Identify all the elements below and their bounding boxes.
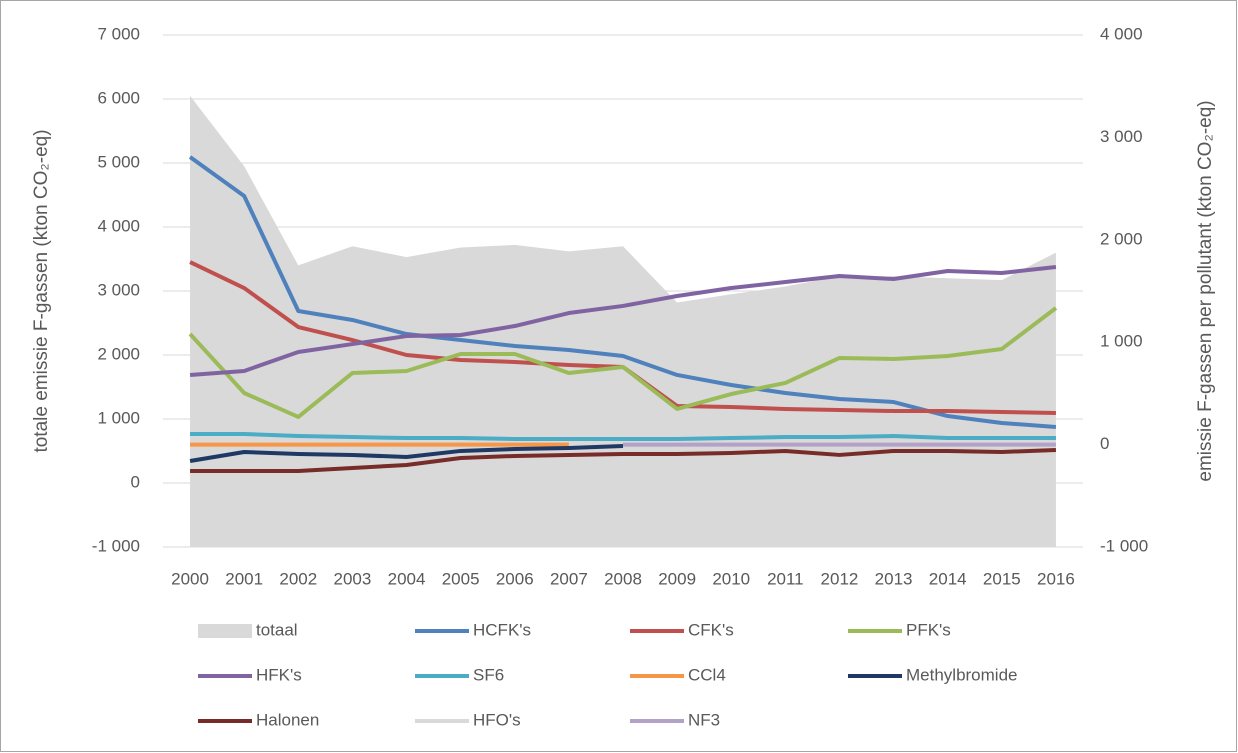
y-axis-title: totale emissie F-gassen (kton CO₂-eq) (31, 129, 52, 452)
x-tick-label: 2003 (333, 569, 371, 588)
x-tick-label: 2006 (496, 569, 534, 588)
x-tick-label: 2016 (1037, 569, 1075, 588)
x-tick-label: 2002 (279, 569, 317, 588)
y-tick-label: 3 000 (97, 280, 140, 299)
y-tick-label: 7 000 (97, 24, 140, 43)
legend-label: totaal (256, 620, 298, 639)
x-tick-label: 2012 (821, 569, 859, 588)
x-tick-label: 2000 (171, 569, 209, 588)
legend-label: HFO's (473, 710, 521, 729)
line (190, 431, 1056, 441)
y-tick-label: 1 000 (97, 408, 140, 427)
x-tick-label: 2013 (875, 569, 913, 588)
x-tick-label: 2004 (388, 569, 426, 588)
x-tick-label: 2005 (442, 569, 480, 588)
x-tick-label: 2007 (550, 569, 588, 588)
x-tick-label: 2015 (983, 569, 1021, 588)
line (188, 155, 1057, 429)
area (190, 95, 1056, 548)
legend-label: PFK's (906, 620, 951, 639)
legend-label: HCFK's (473, 620, 531, 639)
line (190, 448, 1057, 474)
legend-label: Methylbromide (906, 665, 1018, 684)
legend-label: CCl4 (688, 665, 726, 684)
legend-label: CFK's (688, 620, 734, 639)
y2-axis-title: emissie F-gassen per pollutant (kton CO₂… (1195, 100, 1216, 481)
legend-label: HFK's (256, 665, 302, 684)
legend-swatch (198, 624, 252, 638)
y2-tick-label: 1 000 (1100, 332, 1143, 351)
line (188, 306, 1058, 419)
line (189, 444, 624, 463)
legend-label: NF3 (688, 710, 720, 729)
y2-tick-label: 3 000 (1100, 127, 1143, 146)
y-tick-label: 4 000 (97, 216, 140, 235)
y-tick-label: 0 (131, 472, 140, 491)
y2-tick-label: 2 000 (1100, 229, 1143, 248)
y-tick-label: 2 000 (97, 344, 140, 363)
x-tick-label: 2001 (225, 569, 263, 588)
x-tick-label: 2008 (604, 569, 642, 588)
y-tick-label: -1 000 (92, 536, 140, 555)
x-tick-label: 2010 (712, 569, 750, 588)
x-tick-label: 2009 (658, 569, 696, 588)
y-tick-label: 6 000 (97, 88, 140, 107)
y2-tick-label: -1 000 (1100, 536, 1148, 555)
y-tick-label: 5 000 (97, 152, 140, 171)
line (189, 265, 1057, 377)
x-tick-label: 2014 (929, 569, 967, 588)
y2-tick-label: 0 (1100, 434, 1109, 453)
x-tick-label: 2011 (767, 569, 804, 588)
y2-tick-label: 4 000 (1100, 24, 1143, 43)
legend-label: Halonen (256, 710, 319, 729)
legend-label: SF6 (473, 665, 504, 684)
